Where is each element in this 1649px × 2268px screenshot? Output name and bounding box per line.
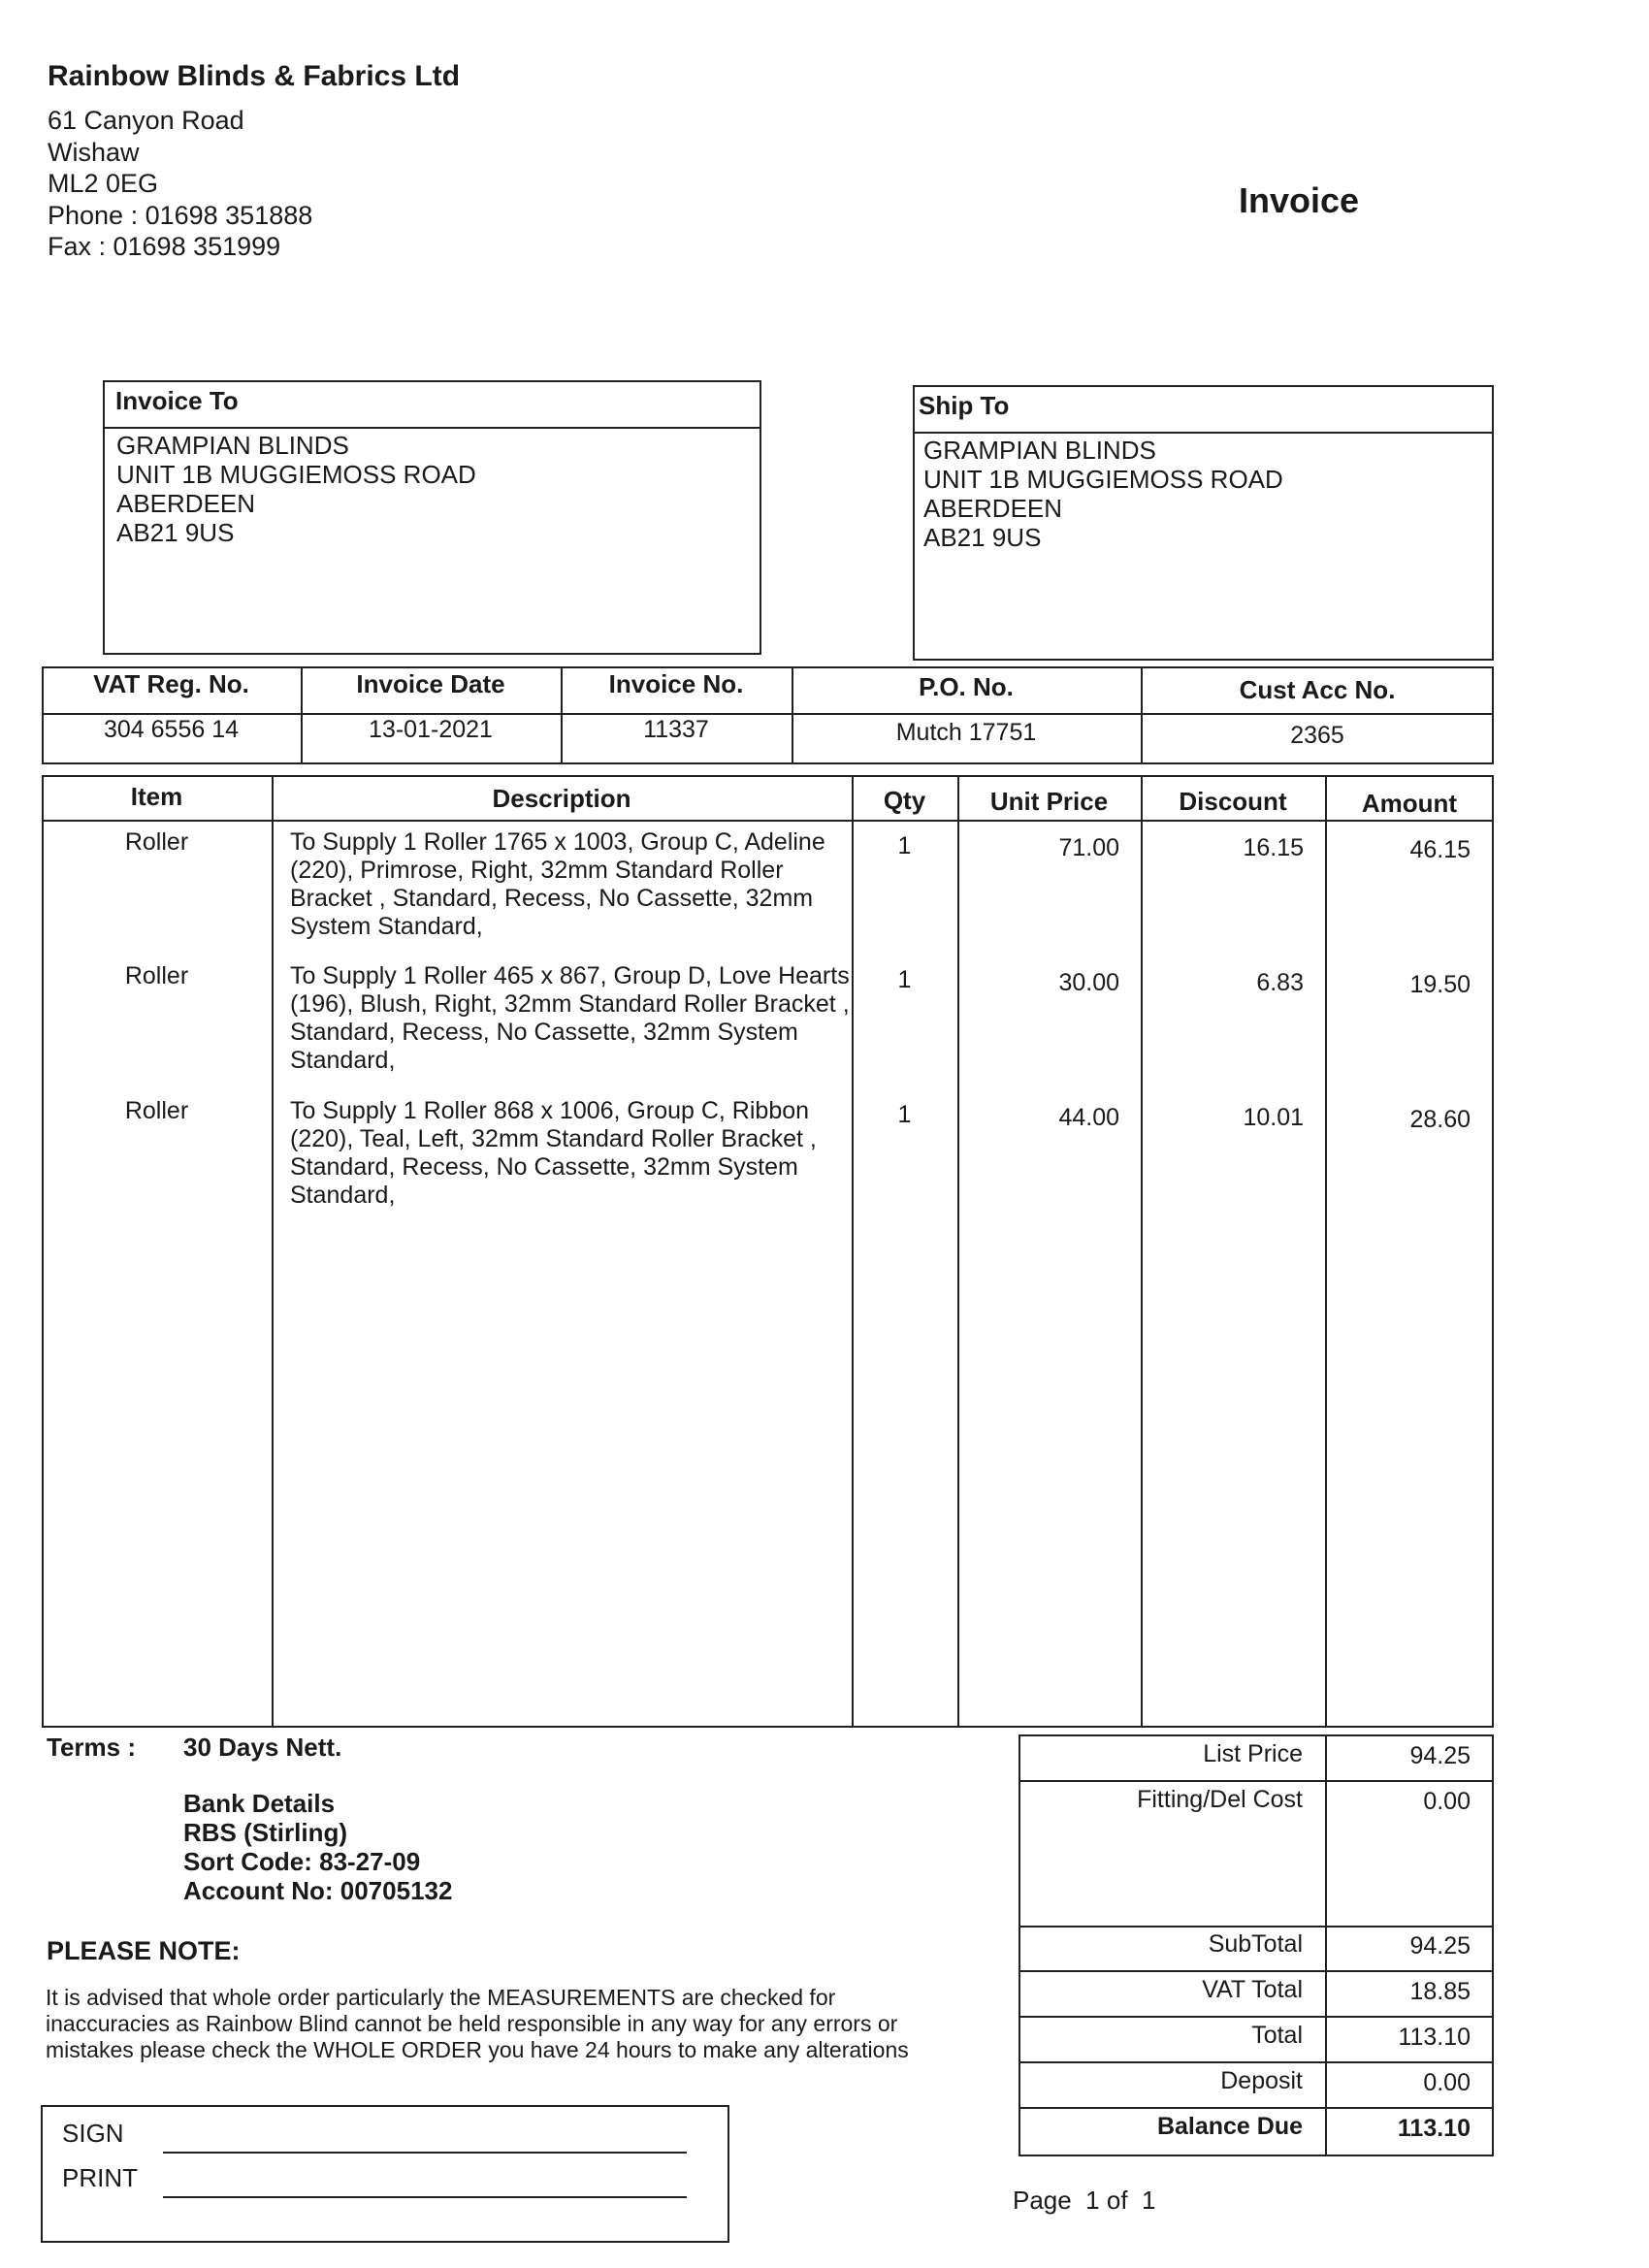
bank-details: Bank Details RBS (Stirling) Sort Code: 8… bbox=[183, 1789, 452, 1905]
item-description: To Supply 1 Roller 868 x 1006, Group C, … bbox=[290, 1097, 817, 1209]
invoice-to-line: ABERDEEN bbox=[116, 489, 256, 518]
item-discount: 10.01 bbox=[1243, 1104, 1304, 1131]
document-title: Invoice bbox=[1239, 180, 1360, 220]
item-description: To Supply 1 Roller 1765 x 1003, Group C,… bbox=[290, 828, 825, 940]
invoice-to-box: Invoice To GRAMPIAN BLINDS UNIT 1B MUGGI… bbox=[103, 380, 761, 655]
discount-header: Discount bbox=[1179, 787, 1287, 816]
unit-price-header: Unit Price bbox=[989, 787, 1109, 816]
subtotal-label: SubTotal bbox=[1208, 1930, 1303, 1958]
sign-label: SIGN bbox=[62, 2119, 124, 2148]
company-address: 61 Canyon Road Wishaw ML2 0EG Phone : 01… bbox=[48, 105, 312, 263]
invoice-date-header: Invoice Date bbox=[356, 669, 505, 698]
fitting-cost-value: 0.00 bbox=[1423, 1788, 1471, 1815]
vat-reg-value: 304 6556 14 bbox=[103, 716, 240, 743]
note-line: mistakes please check the WHOLE ORDER yo… bbox=[46, 2037, 909, 2062]
cust-acc-value: 2365 bbox=[1290, 722, 1344, 749]
sort-code: Sort Code: 83-27-09 bbox=[183, 1847, 421, 1876]
item-discount: 6.83 bbox=[1256, 969, 1304, 996]
invoice-to-label: Invoice To bbox=[105, 382, 760, 429]
print-line[interactable] bbox=[163, 2196, 687, 2198]
item-unit-price: 30.00 bbox=[1058, 969, 1119, 996]
vat-total-label: VAT Total bbox=[1202, 1976, 1303, 2003]
bank-name: RBS (Stirling) bbox=[183, 1818, 347, 1847]
po-no-header: P.O. No. bbox=[919, 672, 1014, 701]
company-phone: Phone : 01698 351888 bbox=[48, 200, 313, 230]
list-price-value: 94.25 bbox=[1409, 1742, 1471, 1769]
account-number: Account No: 00705132 bbox=[183, 1876, 453, 1905]
bank-heading: Bank Details bbox=[183, 1789, 336, 1818]
subtotal-value: 94.25 bbox=[1409, 1932, 1471, 1960]
item-name: Roller bbox=[124, 828, 189, 856]
po-no-value: Mutch 17751 bbox=[895, 719, 1037, 746]
invoice-to-line: UNIT 1B MUGGIEMOSS ROAD bbox=[116, 460, 476, 489]
item-header: Item bbox=[130, 782, 183, 811]
qty-header: Qty bbox=[883, 786, 926, 815]
item-amount: 19.50 bbox=[1409, 971, 1471, 998]
item-qty: 1 bbox=[897, 966, 912, 993]
ship-to-line: GRAMPIAN BLINDS bbox=[923, 436, 1156, 465]
print-label: PRINT bbox=[62, 2163, 138, 2192]
total-label: Total bbox=[1251, 2022, 1303, 2049]
ship-to-line: UNIT 1B MUGGIEMOSS ROAD bbox=[923, 465, 1283, 494]
ship-to-label: Ship To bbox=[915, 387, 1492, 434]
item-qty: 1 bbox=[897, 832, 912, 859]
sign-line[interactable] bbox=[163, 2152, 687, 2154]
item-unit-price: 44.00 bbox=[1058, 1104, 1119, 1131]
list-price-label: List Price bbox=[1203, 1740, 1303, 1767]
address-line: Wishaw bbox=[48, 137, 140, 167]
invoice-to-line: AB21 9US bbox=[116, 518, 235, 547]
description-header: Description bbox=[492, 784, 631, 813]
total-value: 113.10 bbox=[1398, 2024, 1471, 2051]
balance-due-label: Balance Due bbox=[1156, 2113, 1303, 2140]
note-text: It is advised that whole order particula… bbox=[46, 1985, 909, 2063]
item-name: Roller bbox=[124, 962, 189, 989]
balance-due-value: 113.10 bbox=[1397, 2115, 1471, 2142]
items-table bbox=[42, 775, 1494, 1728]
item-amount: 28.60 bbox=[1409, 1106, 1471, 1133]
terms-value: 30 Days Nett. bbox=[183, 1733, 342, 1762]
invoice-info-table bbox=[42, 666, 1494, 764]
vat-total-value: 18.85 bbox=[1409, 1978, 1471, 2005]
fitting-cost-label: Fitting/Del Cost bbox=[1137, 1786, 1303, 1813]
address-line: 61 Canyon Road bbox=[48, 106, 244, 135]
item-name: Roller bbox=[124, 1097, 189, 1124]
page-number: Page 1 of 1 bbox=[1013, 2186, 1156, 2215]
ship-to-box: Ship To GRAMPIAN BLINDS UNIT 1B MUGGIEMO… bbox=[913, 385, 1494, 661]
company-name: Rainbow Blinds & Fabrics Ltd bbox=[48, 60, 461, 92]
invoice-to-line: GRAMPIAN BLINDS bbox=[116, 431, 349, 460]
note-line: It is advised that whole order particula… bbox=[46, 1985, 836, 2010]
vat-reg-header: VAT Reg. No. bbox=[93, 669, 249, 698]
item-unit-price: 71.00 bbox=[1058, 834, 1119, 861]
item-qty: 1 bbox=[897, 1101, 912, 1128]
company-fax: Fax : 01698 351999 bbox=[48, 232, 281, 261]
address-line: ML2 0EG bbox=[48, 169, 159, 198]
invoice-no-value: 11337 bbox=[643, 716, 709, 743]
item-discount: 16.15 bbox=[1243, 834, 1304, 861]
amount-header: Amount bbox=[1361, 789, 1458, 818]
note-heading: PLEASE NOTE: bbox=[47, 1936, 241, 1965]
item-amount: 46.15 bbox=[1409, 836, 1471, 863]
ship-to-line: AB21 9US bbox=[923, 523, 1042, 552]
terms-label: Terms : bbox=[47, 1733, 136, 1762]
invoice-no-header: Invoice No. bbox=[608, 669, 744, 698]
signature-box: SIGN PRINT bbox=[41, 2105, 729, 2243]
note-line: inaccuracies as Rainbow Blind cannot be … bbox=[46, 2011, 898, 2036]
ship-to-line: ABERDEEN bbox=[923, 494, 1063, 523]
deposit-value: 0.00 bbox=[1423, 2069, 1471, 2096]
totals-box bbox=[1018, 1734, 1494, 2156]
item-description: To Supply 1 Roller 465 x 867, Group D, L… bbox=[290, 962, 850, 1074]
cust-acc-header: Cust Acc No. bbox=[1239, 675, 1396, 704]
deposit-label: Deposit bbox=[1220, 2067, 1303, 2094]
invoice-date-value: 13-01-2021 bbox=[369, 716, 493, 743]
